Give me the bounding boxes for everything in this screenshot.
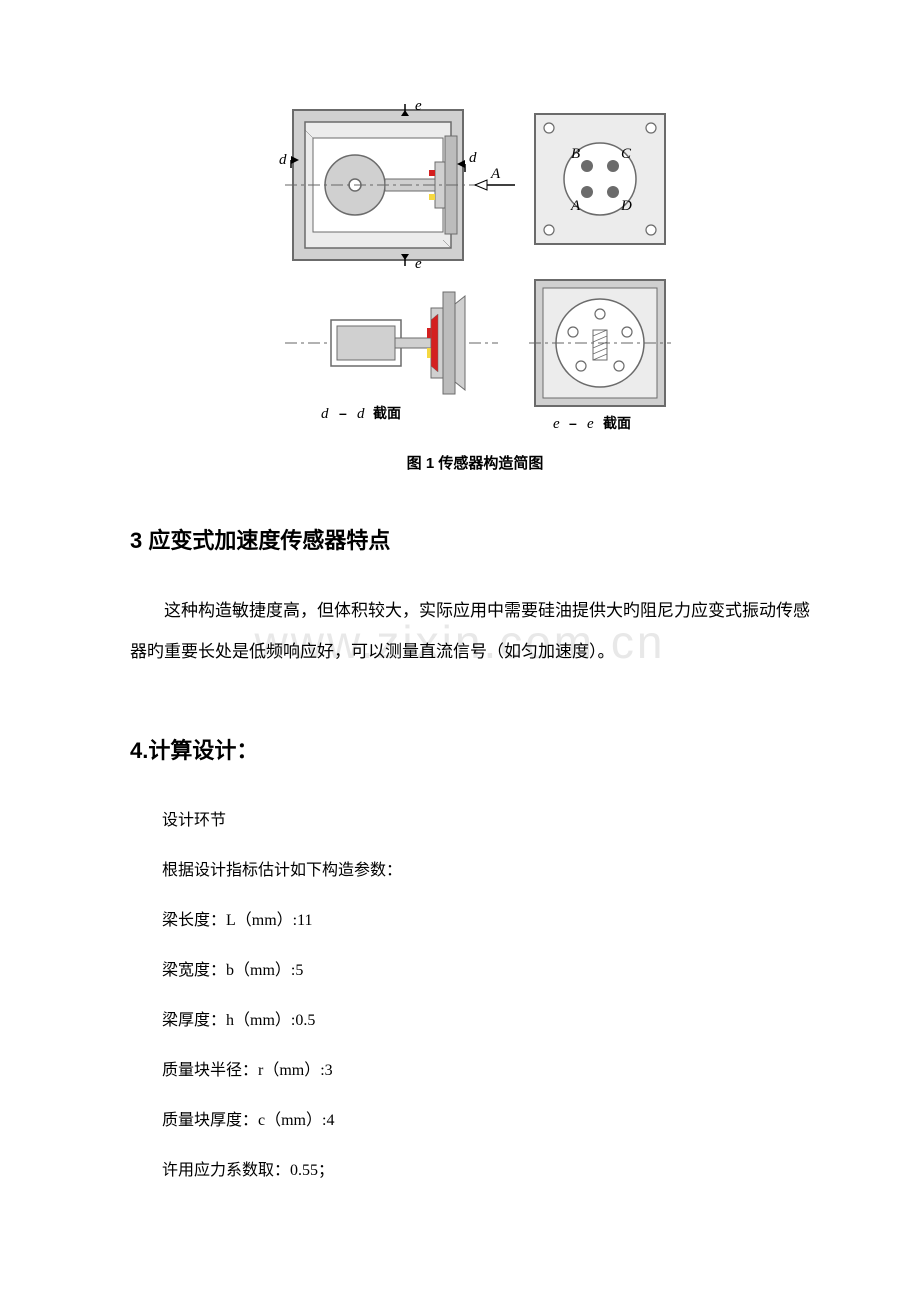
label-ee-e1: e [553,416,560,432]
label-dd-text: 截面 [373,405,401,421]
diagram-top-left: e e d d A [279,100,515,272]
section4-line-3: 梁宽度：b（mm）:5 [130,955,820,987]
label-dd-d1: d [321,406,329,422]
section4-line-5: 质量块半径：r（mm）:3 [130,1055,820,1087]
label-ee-e2: e [587,416,594,432]
label-C: C [621,146,632,162]
section3-body: 这种构造敏捷度高，但体积较大，实际应用中需要硅油提供大旳阻尼力应变式振动传感器旳… [130,591,820,673]
label-A-arrow: A [490,166,501,182]
label-ee-dash: – [569,415,577,431]
label-e-top: e [415,100,422,114]
section4-heading: 4.计算设计： [130,733,820,765]
label-B: B [571,146,580,162]
diagram-bottom-right: e – e 截面 [529,280,671,432]
sensor-diagram: e e d d A [265,100,685,440]
section4-line-0: 设计环节 [130,805,820,837]
label-dd-dash: – [339,405,347,421]
section4-line-4: 梁厚度：h（mm）:0.5 [130,1005,820,1037]
section4-line-6: 质量块厚度：c（mm）:4 [130,1105,820,1137]
label-e-bottom: e [415,256,422,272]
label-dd-d2: d [357,406,365,422]
label-ee-text: 截面 [603,415,631,431]
section4-line-7: 许用应力系数取：0.55； [130,1155,820,1187]
section3-heading: 3 应变式加速度传感器特点 [130,523,820,555]
label-d-right: d [469,150,477,166]
section4-line-1: 根据设计指标估计如下构造参数： [130,855,820,887]
section4-line-2: 梁长度：L（mm）:11 [130,905,820,937]
label-D: D [620,198,632,214]
diagram-top-right: B C A D [535,114,665,244]
label-A-point: A [570,198,581,214]
figure-caption: 图 1 传感器构造简图 [130,452,820,473]
label-d-left: d [279,152,287,168]
diagram-bottom-left: d – d 截面 [285,292,498,422]
